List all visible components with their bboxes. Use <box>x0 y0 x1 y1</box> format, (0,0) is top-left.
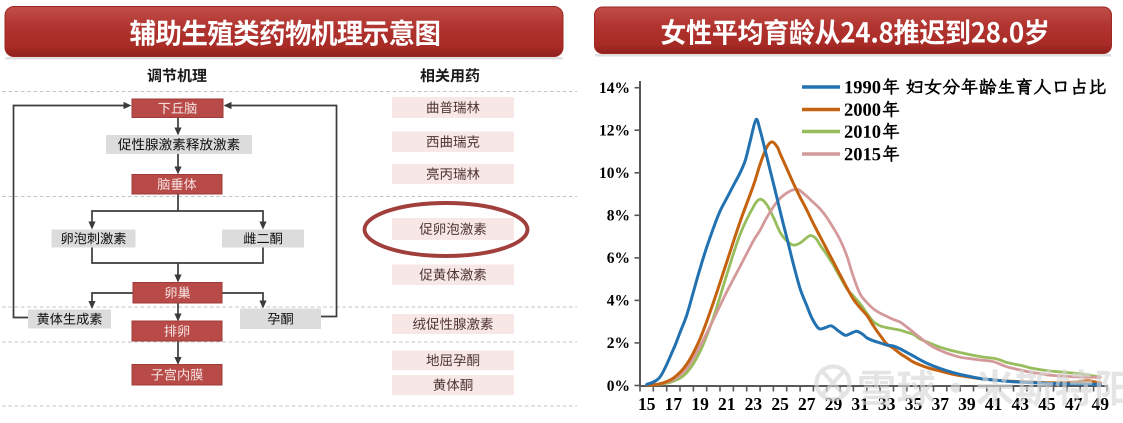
svg-text:37: 37 <box>931 394 949 414</box>
svg-text:21: 21 <box>718 394 736 414</box>
svg-text:4%: 4% <box>607 293 630 310</box>
svg-text:6%: 6% <box>607 250 630 267</box>
svg-text:14%: 14% <box>599 80 630 97</box>
svg-text:12%: 12% <box>599 123 630 140</box>
svg-text:35: 35 <box>905 394 923 414</box>
svg-text:8%: 8% <box>607 208 630 225</box>
svg-text:10%: 10% <box>599 165 630 182</box>
svg-text:15: 15 <box>638 394 656 414</box>
svg-text:27: 27 <box>798 394 816 414</box>
svg-text:17: 17 <box>665 394 683 414</box>
svg-text:39: 39 <box>958 394 976 414</box>
svg-text:2%: 2% <box>607 335 630 352</box>
svg-text:23: 23 <box>745 394 763 414</box>
svg-text:25: 25 <box>771 394 789 414</box>
svg-text:0%: 0% <box>607 378 630 395</box>
svg-text:19: 19 <box>691 394 709 414</box>
